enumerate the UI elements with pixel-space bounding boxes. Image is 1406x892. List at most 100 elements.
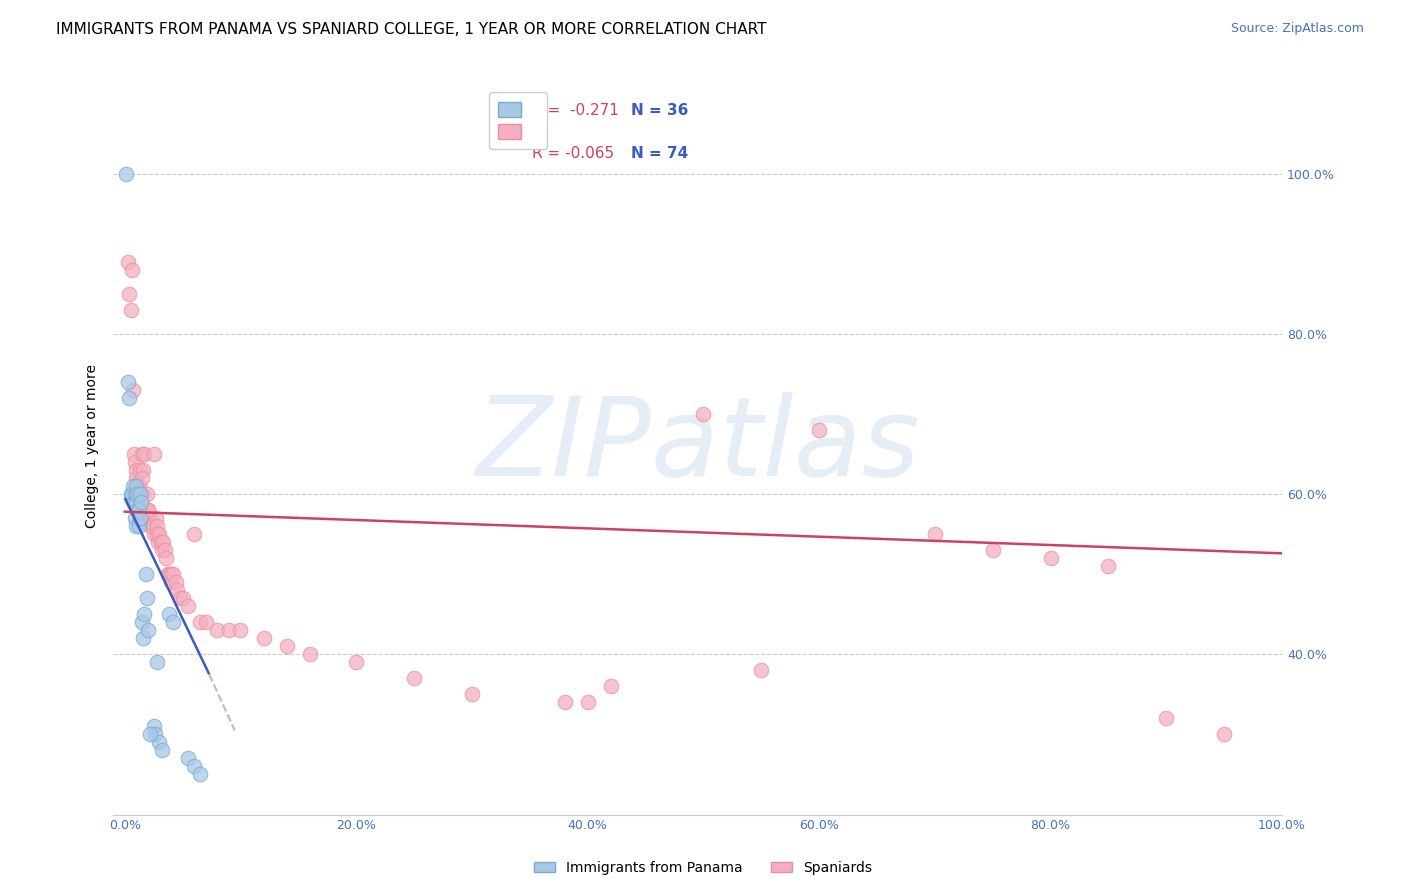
Point [128, 511, 150, 525]
Point [136, 503, 159, 517]
Point [461, 687, 484, 701]
Point [125, 479, 148, 493]
Text: R =  -0.271: R = -0.271 [531, 103, 619, 118]
Point [1039, 551, 1062, 566]
Point [127, 479, 149, 493]
Point [128, 463, 150, 477]
Point [155, 551, 177, 566]
Point [129, 487, 152, 501]
Point [124, 455, 146, 469]
Point [132, 463, 155, 477]
Point [165, 575, 187, 590]
Point [692, 407, 714, 421]
Point [121, 262, 143, 277]
Point [121, 487, 143, 501]
Point [148, 527, 170, 541]
Text: Source: ZipAtlas.com: Source: ZipAtlas.com [1230, 22, 1364, 36]
Text: N = 74: N = 74 [631, 146, 688, 161]
Point [1097, 559, 1119, 574]
Point [143, 727, 166, 741]
Point [1213, 727, 1236, 741]
Point [146, 519, 169, 533]
Point [129, 495, 152, 509]
Text: ZIPatlas: ZIPatlas [475, 392, 920, 500]
Point [122, 447, 145, 461]
Point [118, 391, 141, 405]
Point [120, 302, 142, 317]
Point [138, 511, 160, 525]
Point [148, 735, 170, 749]
Point [120, 487, 142, 501]
Point [125, 495, 148, 509]
Y-axis label: College, 1 year or more: College, 1 year or more [86, 364, 100, 528]
Point [344, 656, 367, 670]
Point [131, 615, 153, 630]
Point [125, 471, 148, 485]
Text: IMMIGRANTS FROM PANAMA VS SPANIARD COLLEGE, 1 YEAR OR MORE CORRELATION CHART: IMMIGRANTS FROM PANAMA VS SPANIARD COLLE… [56, 22, 766, 37]
Point [145, 511, 167, 525]
Point [150, 743, 173, 757]
Point [135, 487, 157, 501]
Point [136, 503, 159, 517]
Point [122, 495, 145, 509]
Point [183, 759, 205, 773]
Point [576, 695, 599, 709]
Text: N = 36: N = 36 [631, 103, 689, 118]
Point [146, 656, 169, 670]
Point [117, 375, 139, 389]
Point [166, 583, 188, 598]
Point [135, 511, 157, 525]
Point [229, 624, 252, 638]
Point [135, 503, 157, 517]
Point [128, 487, 150, 501]
Point [156, 567, 179, 582]
Point [142, 719, 165, 733]
Point [157, 567, 180, 582]
Point [141, 519, 163, 533]
Point [118, 286, 141, 301]
Point [139, 511, 162, 525]
Point [121, 383, 143, 397]
Point [160, 567, 183, 582]
Point [115, 167, 138, 181]
Point [194, 615, 217, 630]
Point [404, 671, 426, 685]
Point [1156, 711, 1178, 725]
Point [134, 447, 156, 461]
Point [142, 447, 165, 461]
Point [218, 624, 240, 638]
Point [155, 543, 177, 558]
Point [148, 535, 170, 549]
Point [117, 254, 139, 268]
Point [128, 487, 150, 501]
Point [298, 648, 321, 662]
Point [127, 503, 149, 517]
Point [124, 487, 146, 501]
Point [157, 607, 180, 622]
Point [276, 640, 298, 654]
Point [183, 527, 205, 541]
Point [169, 591, 191, 606]
Legend: Immigrants from Panama, Spaniards: Immigrants from Panama, Spaniards [529, 855, 877, 880]
Point [152, 535, 174, 549]
Point [150, 543, 173, 558]
Point [131, 447, 153, 461]
Legend:  ,  : , [489, 93, 547, 149]
Text: R = -0.065: R = -0.065 [531, 146, 614, 161]
Point [131, 471, 153, 485]
Point [188, 767, 211, 781]
Point [554, 695, 576, 709]
Point [177, 599, 200, 614]
Point [125, 463, 148, 477]
Point [162, 615, 184, 630]
Point [599, 679, 621, 693]
Point [141, 519, 163, 533]
Point [162, 567, 184, 582]
Point [207, 624, 229, 638]
Point [131, 487, 153, 501]
Point [128, 503, 150, 517]
Point [146, 527, 169, 541]
Point [808, 423, 831, 437]
Point [127, 487, 149, 501]
Point [160, 575, 183, 590]
